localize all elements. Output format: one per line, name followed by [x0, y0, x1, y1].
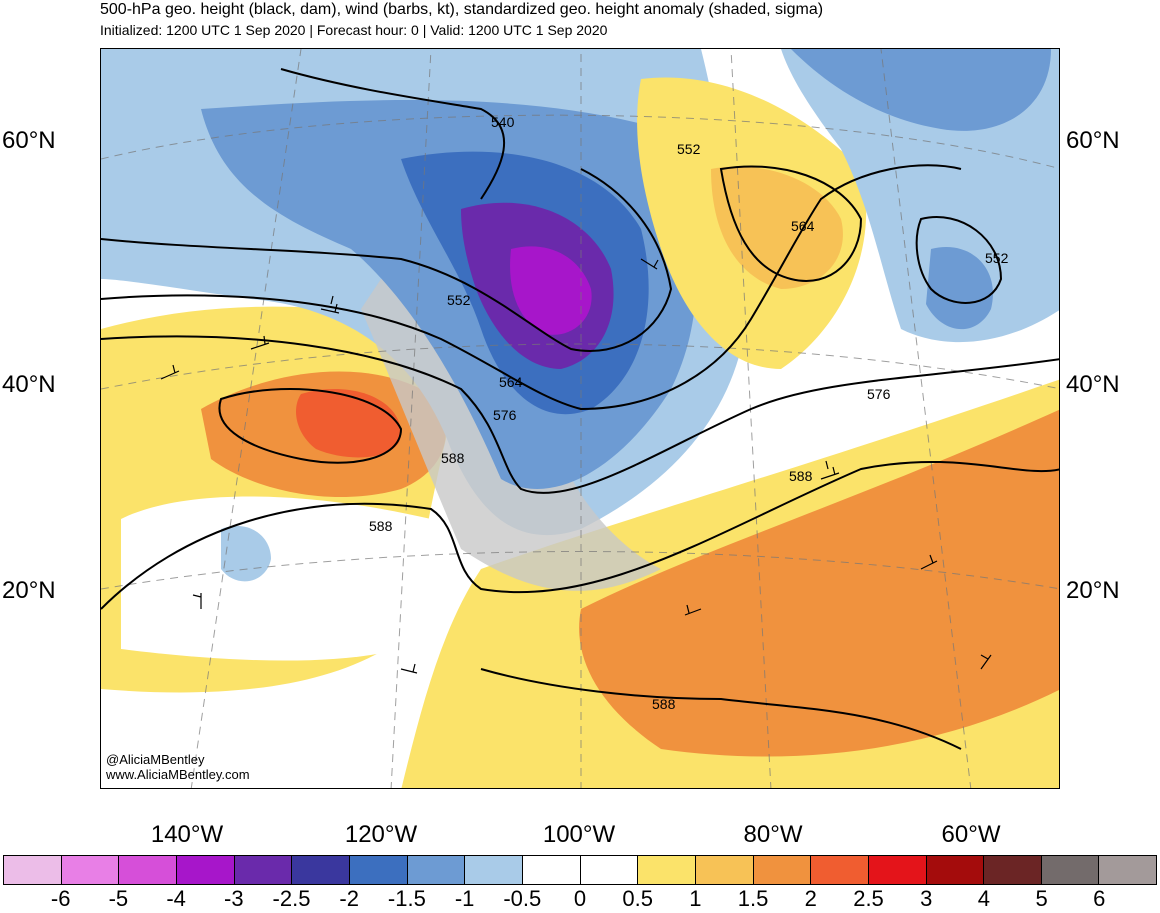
wind-barbs — [160, 258, 992, 674]
contour-588-main — [101, 460, 1059, 610]
colorbar-segment — [926, 856, 985, 884]
contour-label: 564 — [499, 374, 523, 390]
lon-label-80w: 80°W — [743, 821, 803, 848]
contour-label: 588 — [369, 518, 393, 534]
colorbar-segment — [753, 856, 812, 884]
colorbar-label: 1 — [689, 886, 702, 911]
colorbar-label: -2.5 — [272, 886, 311, 911]
colorbar-label: -4 — [166, 886, 186, 911]
colorbar-label: 5 — [1035, 886, 1048, 911]
credit-handle: @AliciaMBentley — [106, 752, 205, 767]
lat-label-20n: 20°N — [2, 577, 56, 604]
contour-label: 540 — [491, 114, 515, 130]
colorbar-label: 3 — [920, 886, 933, 911]
colorbar-segment — [522, 856, 581, 884]
anomaly-minus15-labrador — [926, 247, 993, 330]
contour-label: 588 — [652, 696, 676, 712]
contour-label: 588 — [441, 450, 465, 466]
contour-label: 552 — [985, 250, 1009, 266]
colorbar-segment — [1041, 856, 1100, 884]
colorbar-segment — [580, 856, 639, 884]
map-canvas: 540 552 552 564 552 552 564 576 576 588 … — [101, 49, 1059, 788]
contour-540 — [280, 68, 506, 200]
chart-title: 500-hPa geo. height (black, dam), wind (… — [100, 1, 824, 18]
colorbar-segment — [349, 856, 408, 884]
contour-552-west — [101, 168, 673, 352]
anomaly-negative-subtropic — [121, 496, 434, 661]
colorbar-segment — [811, 856, 869, 884]
anomaly-minus3-canada — [510, 246, 592, 335]
contour-564 — [101, 164, 962, 411]
colorbar-segment — [119, 856, 177, 884]
lon-label-120w: 120°W — [344, 821, 418, 848]
colorbar-segment — [176, 856, 235, 884]
contour-label: 588 — [789, 468, 813, 484]
contour-588-pacific — [218, 388, 403, 464]
colorbar-label: -2 — [339, 886, 359, 911]
height-contours — [101, 68, 1059, 750]
contour-588-south — [480, 668, 962, 750]
lat-label-60n-right: 60°N — [1066, 127, 1120, 154]
colorbar-label: -3 — [224, 886, 244, 911]
colorbar-label: 1.5 — [737, 886, 769, 911]
lat-label-40n: 40°N — [2, 371, 56, 398]
lat-label-40n-right: 40°N — [1066, 371, 1120, 398]
colorbar-label: -0.5 — [503, 886, 542, 911]
colorbar-label: -6 — [50, 886, 71, 911]
contour-label: 552 — [677, 141, 701, 157]
anomaly-minus15-atlantic — [791, 49, 1051, 131]
colorbar-segment — [407, 856, 466, 884]
lon-label-100w: 100°W — [542, 821, 616, 848]
colorbar-label: 6 — [1093, 886, 1106, 911]
colorbar-segment — [695, 856, 754, 884]
anomaly-orange-greenland — [711, 166, 843, 289]
anomaly-orange-atlantic — [579, 409, 1059, 757]
lon-label-60w: 60°W — [941, 821, 1001, 848]
contour-greenland — [719, 165, 863, 282]
colorbar-segment — [465, 856, 523, 884]
contour-label: 564 — [791, 218, 815, 234]
credit-website: www.AliciaMBentley.com — [106, 767, 250, 782]
contour-576 — [101, 335, 1059, 494]
weather-map: 540 552 552 564 552 552 564 576 576 588 … — [100, 48, 1060, 789]
colorbar-label: -1.5 — [387, 886, 426, 911]
graticule — [101, 49, 1059, 788]
colorbar-segment — [638, 856, 696, 884]
colorbar-segment — [868, 856, 927, 884]
colorbar-segment — [4, 856, 62, 884]
colorbar-segment — [234, 856, 293, 884]
colorbar-segment — [1099, 856, 1157, 884]
colorbar-label: 0 — [573, 886, 587, 911]
contour-labels: 540 552 552 564 552 552 564 576 576 588 … — [369, 114, 1009, 712]
contour-label: 552 — [447, 292, 471, 308]
contour-atlantic-low — [915, 216, 1003, 304]
colorbar-label: -1 — [454, 886, 475, 911]
colorbar-label: 0.5 — [622, 886, 653, 911]
lat-label-60n: 60°N — [2, 127, 56, 154]
colorbar-segment — [984, 856, 1042, 884]
contour-label: 576 — [493, 407, 517, 423]
lon-label-140w: 140°W — [150, 821, 224, 848]
colorbar-label: 2 — [804, 886, 817, 911]
colorbar-label: -5 — [108, 886, 129, 911]
colorbar-segment — [61, 856, 120, 884]
colorbar — [3, 855, 1157, 885]
colorbar-segment — [292, 856, 350, 884]
contour-label: 576 — [867, 386, 891, 402]
colorbar-label: 4 — [977, 886, 991, 911]
chart-subtitle: Initialized: 1200 UTC 1 Sep 2020 | Forec… — [100, 22, 608, 38]
colorbar-label: 2.5 — [853, 886, 884, 911]
lat-label-20n-right: 20°N — [1066, 577, 1120, 604]
